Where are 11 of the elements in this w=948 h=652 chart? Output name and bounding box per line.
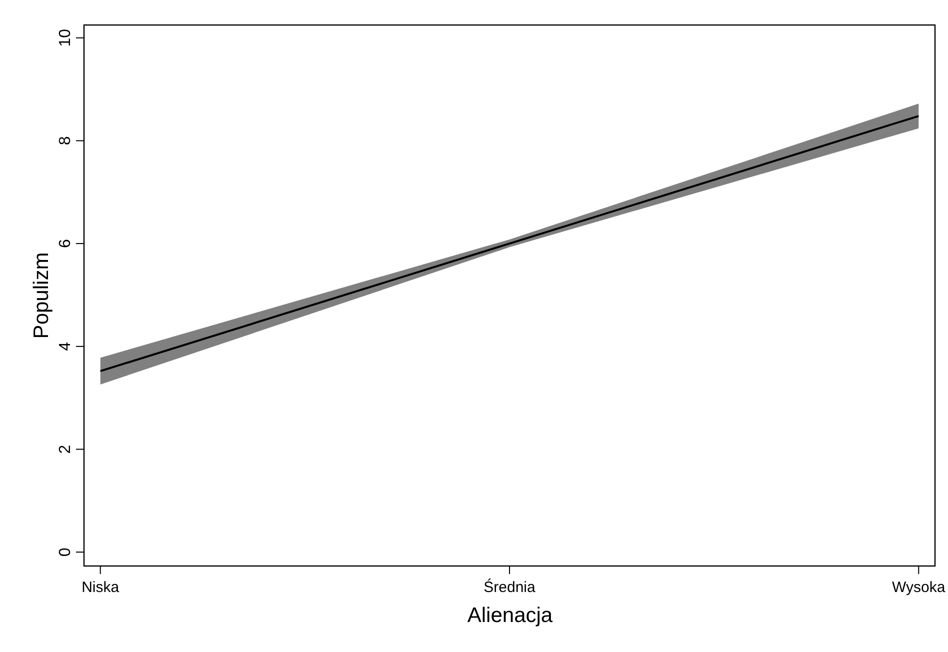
x-tick-label: Wysoka — [892, 579, 946, 596]
y-tick-label: 6 — [57, 239, 74, 248]
y-tick-label: 8 — [57, 136, 74, 146]
y-tick-label: 0 — [57, 548, 74, 557]
x-axis-title: Alienacja — [467, 604, 553, 627]
y-tick-label: 4 — [57, 342, 74, 351]
x-tick-label: Niska — [82, 579, 120, 596]
x-tick-label: Średnia — [484, 578, 536, 596]
y-tick-label: 10 — [57, 28, 74, 47]
y-axis-title: Populizm — [30, 252, 53, 339]
y-tick-label: 2 — [57, 444, 74, 454]
